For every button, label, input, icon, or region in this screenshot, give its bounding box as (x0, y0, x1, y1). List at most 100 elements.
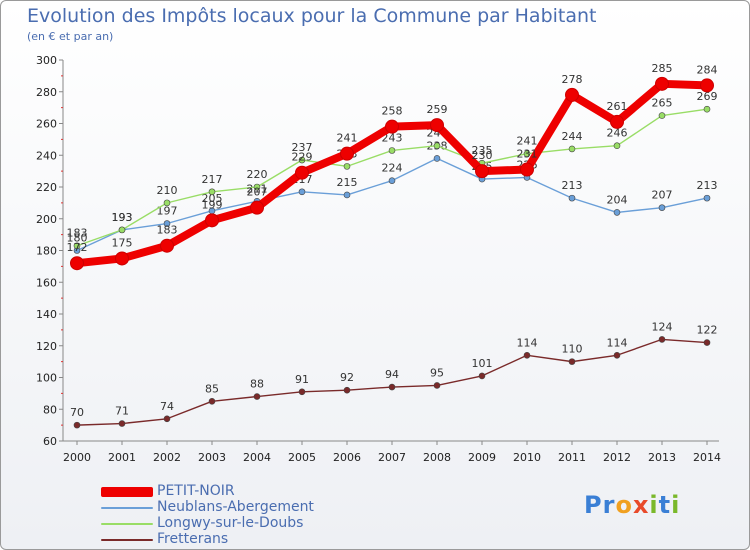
data-label-neublans-abergement: 213 (697, 179, 718, 192)
data-point-petit-noir (610, 114, 624, 129)
data-label-fretterans: 88 (250, 378, 264, 391)
data-point-neublans-abergement (343, 191, 351, 199)
data-point-neublans-abergement (298, 188, 306, 196)
data-point-neublans-abergement (613, 209, 621, 216)
data-point-petit-noir (565, 87, 579, 102)
data-label-longwy-sur-le-doubs: 235 (472, 144, 493, 157)
x-tick-label: 2002 (153, 451, 181, 464)
data-label-longwy-sur-le-doubs: 269 (697, 90, 718, 103)
proxiti-logo: Proxiti (584, 491, 680, 519)
data-point-petit-noir (700, 78, 714, 93)
data-label-petit-noir: 230 (472, 149, 493, 162)
data-label-fretterans: 95 (430, 366, 444, 379)
data-point-longwy-sur-le-doubs (388, 147, 396, 154)
data-point-petit-noir (340, 146, 354, 161)
data-point-petit-noir (430, 118, 444, 133)
data-point-petit-noir (160, 238, 174, 253)
y-tick-label: 140 (36, 308, 57, 321)
y-tick-label: 240 (36, 149, 57, 162)
data-point-petit-noir (475, 164, 489, 179)
data-point-longwy-sur-le-doubs (568, 145, 576, 153)
data-label-petit-noir: 183 (157, 224, 178, 237)
data-label-longwy-sur-le-doubs: 210 (157, 184, 178, 197)
x-tick-label: 2006 (333, 451, 361, 464)
data-label-petit-noir: 231 (517, 148, 538, 161)
data-label-fretterans: 71 (115, 405, 129, 418)
data-label-longwy-sur-le-doubs: 246 (607, 127, 628, 140)
data-label-petit-noir: 278 (562, 73, 583, 86)
data-point-fretterans (73, 421, 81, 429)
data-label-fretterans: 85 (205, 382, 219, 395)
data-point-longwy-sur-le-doubs (343, 163, 351, 170)
data-label-longwy-sur-le-doubs: 265 (652, 97, 673, 110)
legend-swatch (101, 539, 153, 541)
data-label-fretterans: 70 (70, 406, 84, 419)
data-label-neublans-abergement: 213 (562, 179, 583, 192)
data-label-neublans-abergement: 180 (67, 232, 88, 245)
data-point-longwy-sur-le-doubs (523, 150, 531, 157)
legend-swatch (101, 507, 153, 509)
data-point-fretterans (388, 383, 396, 391)
data-point-longwy-sur-le-doubs (433, 142, 441, 150)
x-tick-label: 2014 (693, 451, 721, 464)
data-label-petit-noir: 284 (697, 63, 718, 76)
logo-letter: t (658, 491, 672, 519)
data-point-neublans-abergement (568, 194, 576, 202)
data-label-neublans-abergement: 205 (202, 192, 223, 205)
data-label-fretterans: 74 (160, 400, 174, 413)
data-point-petit-noir (295, 165, 309, 180)
data-label-fretterans: 124 (652, 320, 673, 333)
data-point-fretterans (658, 336, 666, 343)
logo-letter: P (584, 491, 603, 519)
data-label-neublans-abergement: 193 (112, 211, 133, 224)
data-point-petit-noir (70, 256, 84, 271)
data-point-longwy-sur-le-doubs (298, 156, 306, 164)
data-label-fretterans: 92 (340, 371, 354, 384)
y-tick-label: 120 (36, 340, 57, 353)
data-label-longwy-sur-le-doubs: 243 (382, 131, 403, 144)
data-point-petit-noir (115, 251, 129, 266)
data-point-petit-noir (655, 76, 669, 91)
data-label-petit-noir: 258 (382, 105, 403, 118)
data-label-petit-noir: 285 (652, 62, 673, 75)
y-tick-label: 60 (43, 435, 57, 448)
data-label-fretterans: 91 (295, 373, 309, 386)
data-point-neublans-abergement (388, 177, 396, 184)
data-point-petit-noir (250, 200, 264, 215)
data-label-petit-noir: 175 (112, 236, 133, 249)
logo-letter: r (602, 491, 616, 519)
y-tick-label: 300 (36, 54, 57, 67)
y-tick-label: 180 (36, 245, 57, 258)
legend-label: Longwy-sur-le-Doubs (157, 515, 304, 531)
logo-letter: x (632, 491, 650, 519)
data-label-fretterans: 122 (697, 324, 718, 337)
data-point-fretterans (523, 351, 531, 359)
data-label-petit-noir: 199 (202, 198, 223, 211)
data-point-neublans-abergement (703, 194, 711, 202)
legend-label: Neublans-Abergement (157, 499, 314, 515)
data-point-fretterans (433, 382, 441, 389)
x-tick-label: 2005 (288, 451, 316, 464)
data-label-petit-noir: 259 (427, 103, 448, 116)
x-tick-label: 2001 (108, 451, 136, 464)
data-label-neublans-abergement: 197 (157, 205, 178, 218)
data-label-petit-noir: 207 (247, 186, 268, 199)
x-tick-label: 2009 (468, 451, 496, 464)
data-point-longwy-sur-le-doubs (253, 183, 261, 191)
data-point-fretterans (613, 351, 621, 359)
data-point-longwy-sur-le-doubs (658, 112, 666, 119)
data-label-petit-noir: 261 (607, 100, 628, 113)
logo-letter: i (649, 491, 659, 519)
y-tick-label: 280 (36, 86, 57, 99)
data-label-fretterans: 114 (517, 336, 538, 349)
data-label-fretterans: 101 (472, 357, 493, 370)
data-point-longwy-sur-le-doubs (73, 242, 81, 250)
data-point-longwy-sur-le-doubs (703, 105, 711, 113)
chart-title: Evolution des Impôts locaux pour la Comm… (27, 5, 597, 27)
legend-swatch (101, 523, 153, 525)
y-tick-label: 220 (36, 181, 57, 194)
y-tick-label: 160 (36, 276, 57, 289)
data-label-neublans-abergement: 207 (652, 189, 673, 202)
